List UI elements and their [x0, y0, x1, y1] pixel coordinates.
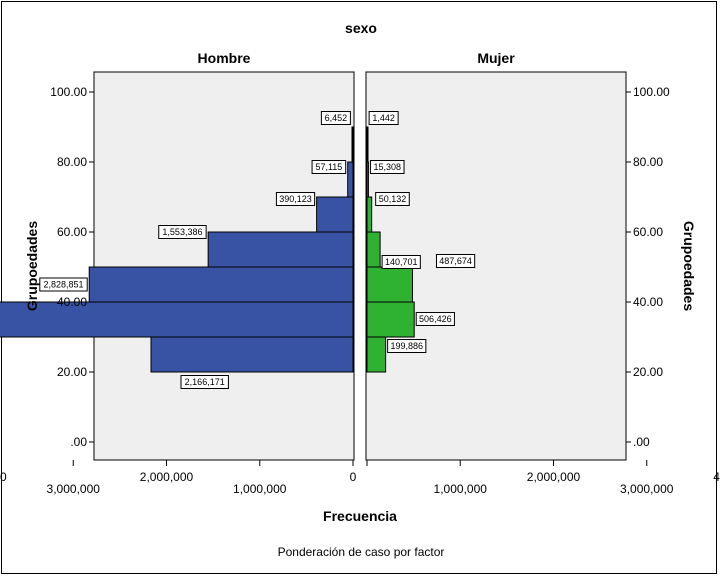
y-tick-label-right-80: 80.00	[633, 155, 663, 169]
y-tick-label-right-20: 20.00	[633, 365, 663, 379]
y-axis-label-left: Grupoedades	[24, 221, 40, 311]
bar-mujer-30-40	[366, 301, 415, 338]
data-label-box-hombre-60	[275, 192, 316, 206]
data-label-mujer-60: 50,132	[379, 194, 407, 204]
y-tick-label-left-20: 20.00	[57, 365, 87, 379]
data-label-box-mujer-50	[381, 255, 421, 269]
y-tick-label-left-0: .00	[70, 435, 87, 449]
data-label-hombre-50: 1,553,386	[162, 227, 202, 237]
bar-mujer-40-50	[366, 266, 413, 303]
data-label-box-mujer-30	[415, 312, 455, 326]
x-tick-label-left-3000000: 3,000,000	[47, 482, 101, 496]
x-tick-label-right-1000000: 1,000,000	[434, 482, 488, 496]
data-label-mujer-30: 506,426	[419, 314, 452, 324]
y-tick-label-left-80: 80.00	[57, 155, 87, 169]
x-tick-label-right-2000000: 2,000,000	[527, 470, 581, 484]
data-label-box-hombre-20	[180, 375, 229, 389]
bar-mujer-50-60	[366, 231, 381, 268]
bar-mujer-20-30	[366, 336, 387, 373]
y-tick-label-right-60: 60.00	[633, 225, 663, 239]
panel-title-right: Mujer	[477, 50, 515, 66]
y-axis-label-right: Grupoedades	[681, 221, 697, 311]
data-label-box-mujer-40	[435, 254, 476, 268]
data-label-hombre-40: 2,828,851	[43, 280, 83, 290]
y-tick-label-right-100: 100.00	[633, 85, 670, 99]
bar-hombre-20-30	[150, 336, 354, 373]
bar-hombre-80-90	[351, 126, 354, 163]
bars-layer	[0, 126, 415, 373]
y-tick-label-left-100: 100.00	[50, 85, 87, 99]
data-labels-layer: 2,166,1714,577,1922,828,8511,553,386390,…	[39, 111, 476, 389]
bar-hombre-50-60	[207, 231, 354, 268]
panel-variable-title: sexo	[345, 20, 377, 36]
data-label-hombre-60: 390,123	[279, 194, 312, 204]
data-label-box-mujer-70	[369, 160, 405, 174]
x-tick-label-left-4000000: 4,000,000	[0, 470, 7, 484]
data-label-box-hombre-70	[311, 160, 347, 174]
y-tick-label-left-40: 40.00	[57, 295, 87, 309]
y-tick-label-right-40: 40.00	[633, 295, 663, 309]
data-label-hombre-80: 6,452	[325, 113, 348, 123]
x-axis-label: Frecuencia	[323, 508, 397, 524]
x-tick-label-right-3000000: 3,000,000	[620, 482, 674, 496]
bar-hombre-40-50	[88, 266, 354, 303]
axes-layer: 100.00 100.00 80.00 80.00 60.00 60.00 40.00 40.…	[0, 85, 720, 496]
y-tick-label-right-0: .00	[633, 435, 650, 449]
data-label-box-hombre-40	[39, 277, 88, 292]
data-label-hombre-20: 2,166,171	[185, 377, 225, 387]
x-tick-label-left-2000000: 2,000,000	[140, 470, 194, 484]
bar-mujer-60-70	[366, 196, 373, 233]
data-label-mujer-40: 487,674	[439, 256, 472, 266]
x-tick-label-left-0: 0	[350, 470, 357, 484]
data-label-hombre-70: 57,115	[315, 162, 342, 172]
y-tick-label-left-60: 60.00	[57, 225, 87, 239]
panel-title-left: Hombre	[198, 50, 251, 66]
data-label-box-mujer-60	[375, 192, 410, 206]
data-label-box-mujer-20	[387, 339, 427, 353]
data-label-box-hombre-80	[320, 111, 351, 125]
data-label-box-mujer-80	[368, 111, 399, 125]
data-label-mujer-80: 1,442	[372, 113, 395, 123]
bar-hombre-60-70	[316, 196, 354, 233]
footnote: Ponderación de caso por factor	[278, 545, 445, 559]
bar-hombre-70-80	[347, 161, 354, 198]
x-tick-label-left-1000000: 1,000,000	[233, 482, 287, 496]
data-label-box-hombre-50	[158, 225, 207, 239]
data-label-mujer-70: 15,308	[373, 162, 401, 172]
data-label-mujer-50: 140,701	[385, 257, 418, 267]
bar-hombre-30-40	[0, 301, 354, 338]
x-tick-label-right-4000000: 4,000,000	[713, 470, 720, 484]
bar-mujer-70-80	[366, 161, 369, 198]
bar-mujer-80-90	[366, 126, 369, 163]
data-label-mujer-20: 199,886	[390, 341, 423, 351]
